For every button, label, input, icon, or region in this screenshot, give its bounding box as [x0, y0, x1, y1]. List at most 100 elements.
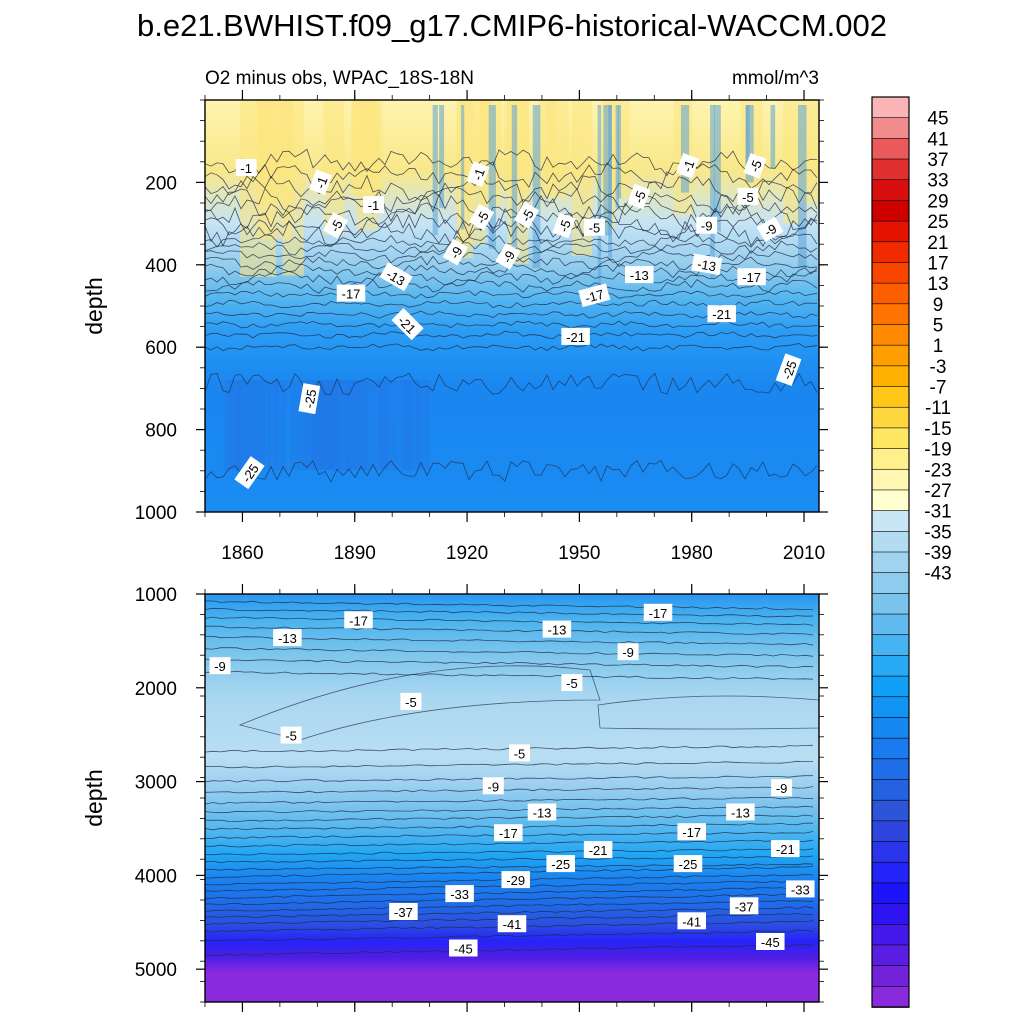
contour-label-text: -29 [506, 873, 525, 888]
colorbar-swatch [871, 344, 910, 367]
colorbar-swatch [871, 96, 910, 119]
contour-label-text: -13 [630, 268, 649, 283]
texture-patch [323, 100, 345, 236]
colorbar-swatch [871, 903, 910, 926]
contour-label: -5 [468, 203, 495, 231]
contour-label-text: -13 [278, 631, 297, 646]
contour-label-box [501, 871, 530, 889]
contour-label-box [309, 169, 333, 196]
contour-label: -21 [707, 305, 736, 323]
contour-label: -5 [400, 692, 422, 710]
contour-label: -17 [344, 611, 373, 629]
contour-label-box [235, 159, 257, 176]
contour-label-text: -9 [776, 781, 788, 796]
contour-label-text: -21 [712, 307, 731, 322]
contour-label-box [209, 657, 231, 675]
texture-patch [331, 380, 351, 470]
colorbar-swatch [871, 779, 910, 801]
contour-line [205, 760, 813, 769]
colorbar-swatch [871, 220, 910, 243]
contour-label: -1 [309, 169, 333, 196]
bottom-field [205, 594, 819, 1002]
colorbar-label: -15 [924, 419, 951, 440]
y-tick-label: 2000 [135, 679, 177, 700]
contour-line [205, 658, 814, 668]
contour-label: -13 [625, 266, 654, 284]
contour-label-box [561, 327, 590, 345]
contour-label-text: -21 [776, 842, 795, 857]
texture-patch [379, 380, 399, 470]
contour-label-text: -1 [313, 175, 331, 191]
colorbar-swatch [871, 365, 910, 388]
contour-label-box [400, 692, 422, 710]
texture-patch [432, 105, 438, 236]
colorbar-swatch [871, 799, 910, 822]
contour-label: -25 [298, 383, 321, 415]
contour-label-box [726, 803, 755, 821]
texture-patch [603, 105, 612, 236]
contour-label-box [643, 603, 673, 621]
texture-patch [439, 105, 445, 208]
texture-patch [352, 380, 364, 470]
contour-label-text: -13 [696, 256, 717, 274]
contour-label: -9 [696, 216, 718, 234]
contour-line [205, 848, 814, 856]
colorbar-label: 37 [927, 150, 948, 171]
contour-line [205, 600, 813, 610]
contour-line [205, 814, 814, 823]
contour-label-box [513, 201, 540, 229]
contour-label: -9 [482, 777, 504, 795]
contour-label-box [737, 187, 759, 205]
contour-label: -1 [363, 196, 384, 214]
contour-label-text: -17 [499, 826, 518, 841]
contour-label-box [363, 196, 384, 214]
contour-label: -1 [675, 152, 700, 179]
texture-patch [714, 105, 721, 232]
texture-patch [365, 380, 381, 470]
colorbar-label: 29 [927, 191, 948, 212]
x-tick-label: 1890 [334, 543, 376, 564]
colorbar-frame [871, 96, 910, 1008]
contour-line [205, 616, 814, 626]
y-tick-label: 600 [145, 338, 177, 359]
texture-patch [461, 105, 465, 230]
contour-label-box [743, 152, 767, 179]
contour-label-text: -1 [368, 198, 380, 213]
contour-label: -45 [756, 933, 785, 950]
contour-label-text: -33 [791, 882, 810, 897]
contour-label: -5 [280, 726, 302, 744]
contour-label-box [691, 253, 723, 276]
texture-patch [275, 380, 287, 470]
contour-line [205, 320, 818, 329]
contour-line [205, 607, 814, 618]
colorbar-label: 5 [933, 316, 944, 337]
units-label: mmol/m^3 [732, 68, 819, 89]
x-tick-label: 1980 [671, 543, 713, 564]
contour-label-text: -37 [394, 905, 413, 920]
contour-label: -5 [513, 201, 540, 229]
contour-label-text: -41 [503, 917, 522, 932]
contour-label-text: -5 [742, 190, 754, 205]
contour-label-box [344, 611, 373, 629]
colorbar-label: 45 [927, 109, 948, 130]
texture-patch [783, 100, 801, 224]
colorbar-swatch [871, 303, 910, 326]
contour-line [205, 647, 814, 657]
colorbar-swatch [871, 406, 910, 429]
contour-label-box [391, 308, 424, 341]
contour-label-box [677, 823, 706, 841]
contour-label-text: -17 [584, 287, 606, 306]
colorbar: 454137332925211713951-3-7-11-15-19-23-27… [871, 96, 952, 1008]
colorbar-swatch [871, 117, 910, 140]
contour-label-text: -45 [454, 942, 473, 957]
contour-label-box [552, 212, 576, 239]
colorbar-swatch [871, 593, 910, 615]
contour-label-box [322, 212, 349, 239]
contour-label-text: -5 [631, 189, 649, 205]
contour-label-text: -9 [622, 645, 634, 660]
contour-label-text: -21 [589, 843, 608, 858]
contour-label-text: -25 [551, 857, 570, 872]
contour-label-box [729, 897, 759, 915]
contour-label-box [527, 803, 557, 821]
colorbar-label: 41 [927, 129, 948, 150]
